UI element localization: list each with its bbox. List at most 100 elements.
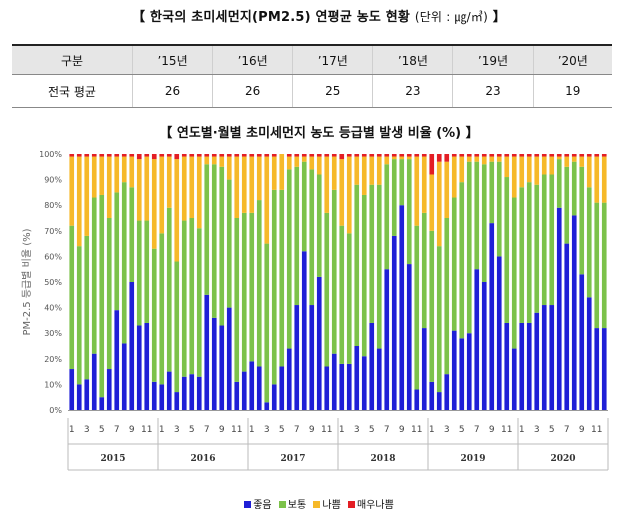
- bar-bad: [571, 156, 577, 162]
- bar-very-bad: [526, 154, 532, 157]
- x-tick-label: 5: [189, 425, 195, 435]
- bar-bad: [444, 161, 450, 218]
- bar-normal: [84, 235, 90, 380]
- bar-very-bad: [564, 154, 570, 157]
- bar-bad: [196, 156, 202, 229]
- x-tick-label: 3: [444, 425, 450, 435]
- bar-good: [249, 361, 255, 410]
- bar-very-bad: [316, 154, 322, 157]
- bar-normal: [346, 233, 352, 364]
- bar-bad: [354, 156, 360, 185]
- year-label: 2019: [460, 454, 485, 464]
- header-2018: ’18년: [372, 44, 453, 75]
- bar-good: [414, 389, 420, 410]
- bar-normal: [211, 164, 217, 318]
- bar-normal: [459, 182, 465, 339]
- table-row: 전국 평균 26 26 25 23 23 19: [12, 74, 612, 108]
- bar-bad: [339, 159, 345, 226]
- bar-normal: [234, 218, 240, 382]
- bar-good: [99, 397, 105, 410]
- bar-bad: [414, 156, 420, 226]
- bar-bad: [174, 159, 180, 262]
- bar-good: [556, 207, 562, 410]
- x-tick-label: 7: [384, 425, 390, 435]
- x-tick-label: 11: [321, 425, 332, 435]
- bar-normal: [384, 164, 390, 270]
- bar-bad: [121, 156, 127, 183]
- bar-normal: [331, 189, 337, 354]
- bar-good: [264, 402, 270, 410]
- bar-normal: [159, 233, 165, 385]
- bar-normal: [339, 225, 345, 364]
- bar-bad: [451, 156, 457, 198]
- bar-good: [421, 328, 427, 410]
- bar-normal: [429, 230, 435, 382]
- bar-very-bad: [189, 154, 195, 157]
- bar-normal: [294, 166, 300, 306]
- y-tick-label: 0%: [49, 406, 62, 415]
- header-2015: ’15년: [131, 44, 213, 75]
- bar-good: [496, 256, 502, 410]
- bar-bad: [159, 156, 165, 234]
- bar-normal: [279, 189, 285, 367]
- bar-normal: [181, 220, 187, 377]
- value-2017: 25: [292, 74, 373, 108]
- bar-normal: [99, 194, 105, 398]
- bar-bad: [466, 156, 472, 162]
- bar-normal: [106, 218, 112, 370]
- bar-normal: [376, 184, 382, 349]
- bar-good: [181, 376, 187, 410]
- bar-good: [504, 322, 510, 410]
- row-label: 전국 평균: [12, 74, 133, 108]
- bar-bad: [474, 156, 480, 162]
- bar-bad: [294, 156, 300, 167]
- x-tick-label: 5: [459, 425, 465, 435]
- bar-bad: [586, 156, 592, 188]
- bar-normal: [549, 174, 555, 306]
- bar-very-bad: [99, 154, 105, 157]
- bar-normal: [391, 159, 397, 236]
- bar-very-bad: [369, 154, 375, 157]
- bar-good: [466, 333, 472, 410]
- bar-bad: [316, 156, 322, 175]
- bar-normal: [444, 218, 450, 375]
- y-tick-label: 20%: [44, 355, 62, 364]
- bar-good: [594, 328, 600, 410]
- bar-good: [144, 322, 150, 410]
- bar-very-bad: [504, 154, 510, 157]
- bar-normal: [316, 174, 322, 277]
- table-header-row: 구분 ’15년 ’16년 ’17년 ’18년 ’19년 ’20년: [12, 44, 612, 75]
- x-tick-label: 1: [159, 425, 165, 435]
- bar-very-bad: [511, 154, 517, 157]
- bar-very-bad: [294, 154, 300, 157]
- bar-bad: [519, 156, 525, 188]
- bar-normal: [226, 179, 232, 308]
- bar-bad: [226, 156, 232, 180]
- bar-very-bad: [594, 154, 600, 157]
- bar-normal: [556, 159, 562, 208]
- bar-bad: [211, 156, 217, 165]
- bar-bad: [309, 156, 315, 170]
- bar-bad: [391, 156, 397, 160]
- year-label: 2016: [190, 454, 215, 464]
- x-tick-label: 3: [354, 425, 360, 435]
- bar-normal: [519, 187, 525, 323]
- bar-very-bad: [196, 154, 202, 157]
- bar-good: [91, 353, 97, 410]
- bar-normal: [436, 246, 442, 393]
- value-2020: 19: [532, 74, 612, 108]
- header-2016: ’16년: [212, 44, 293, 75]
- bar-very-bad: [301, 154, 307, 157]
- bar-bad: [264, 156, 270, 244]
- x-tick-label: 1: [519, 425, 525, 435]
- bar-normal: [571, 161, 577, 216]
- x-tick-label: 9: [399, 425, 405, 435]
- bar-very-bad: [136, 154, 142, 160]
- header-2020: ’20년: [532, 44, 612, 75]
- x-tick-label: 3: [534, 425, 540, 435]
- bar-bad: [279, 154, 285, 190]
- bar-good: [129, 282, 135, 410]
- bar-good: [241, 371, 247, 410]
- x-tick-label: 1: [429, 425, 435, 435]
- bar-very-bad: [601, 154, 607, 157]
